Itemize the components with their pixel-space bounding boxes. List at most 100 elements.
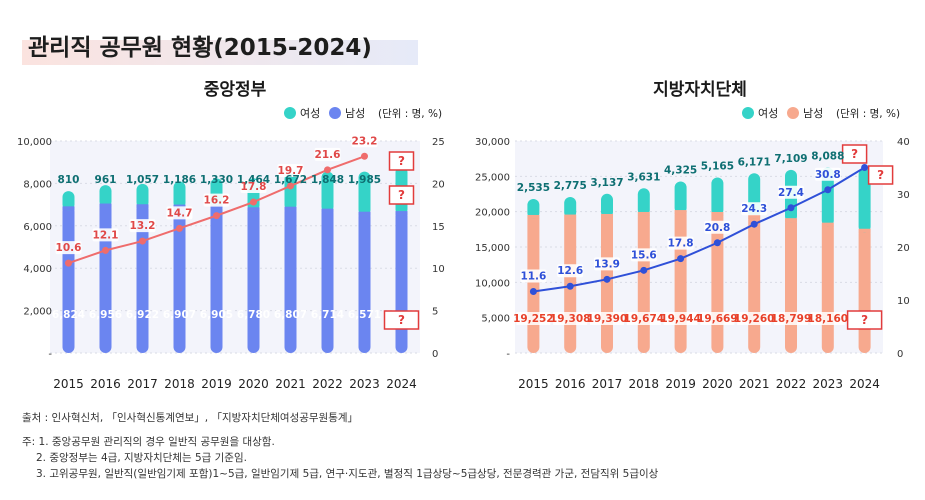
legend-marker-female xyxy=(742,107,754,119)
ratio-point xyxy=(640,266,648,274)
ratio-line xyxy=(533,166,866,293)
note-line-1: 주: 1. 중앙공무원 관리직의 경우 일반직 공무원을 대상함. xyxy=(22,436,275,448)
ratio-value-label: 23.2 xyxy=(352,135,378,147)
ratio-point xyxy=(861,164,869,171)
right-axis-tick-label: 20 xyxy=(897,243,910,254)
male-label-bg xyxy=(663,312,698,325)
ratio-point xyxy=(361,152,368,160)
x-axis-tick-label: 2019 xyxy=(201,377,232,391)
ratio-label-bg xyxy=(667,236,694,250)
source-note: 출처 : 인사혁신처, 「인사혁신통계연보」, 「지방자치단체여성공무원통계」 xyxy=(22,412,359,424)
left-axis-tick-label: - xyxy=(48,349,52,360)
bar-join xyxy=(99,203,112,208)
ratio-point xyxy=(824,186,832,194)
female-value-label: 6,171 xyxy=(738,156,771,168)
ratio-point xyxy=(176,224,183,232)
legend-marker-male xyxy=(329,107,341,119)
ratio-value-label: 17.8 xyxy=(668,238,694,250)
x-axis-tick-label: 2017 xyxy=(592,377,623,391)
ratio-label-bg xyxy=(203,193,230,207)
ratio-label-bg xyxy=(314,147,341,161)
ratio-point xyxy=(603,275,611,283)
female-value-label: 7,109 xyxy=(774,153,807,165)
unknown-value-label: ? xyxy=(398,188,405,202)
bar-join xyxy=(711,212,724,217)
right-axis-tick-label: 40 xyxy=(897,137,910,148)
ratio-label-bg xyxy=(240,180,267,194)
bar-female xyxy=(821,167,834,227)
left-axis-tick-label: 4,000 xyxy=(23,264,52,275)
x-axis-tick-label: 2019 xyxy=(665,377,696,391)
ratio-value-label: 13.2 xyxy=(130,220,156,232)
unknown-value-box xyxy=(841,144,868,164)
ratio-label-bg xyxy=(594,257,620,271)
chart-title: 지방자치단체 xyxy=(653,80,747,100)
male-label-bg xyxy=(700,312,735,325)
male-label-bg xyxy=(774,312,808,325)
left-axis-tick-label: 8,000 xyxy=(23,179,52,190)
ratio-point xyxy=(677,255,685,263)
left-axis-tick-label: - xyxy=(506,349,510,360)
legend-label-male: 남성 xyxy=(345,107,365,120)
male-label-bg xyxy=(810,312,845,325)
legend-label-female: 여성 xyxy=(300,107,320,120)
male-label-bg xyxy=(553,312,588,325)
bar-female xyxy=(62,191,75,211)
unknown-value-box xyxy=(383,310,420,330)
bar-join xyxy=(62,206,75,211)
right-axis-tick-label: 0 xyxy=(897,349,903,360)
female-value-label: 2,535 xyxy=(517,182,550,194)
ratio-label-bg xyxy=(351,134,378,148)
female-value-label: 4,325 xyxy=(664,164,697,176)
chart-title: 중앙정부 xyxy=(204,80,267,100)
page-title: 관리직 공무원 현황(2015-2024) xyxy=(28,35,372,61)
ratio-value-label: 17.8 xyxy=(241,181,267,193)
female-value-label: 1,186 xyxy=(163,174,196,186)
bar-female xyxy=(858,168,871,233)
ratio-label-bg xyxy=(277,163,304,177)
right-axis-tick-label: 15 xyxy=(432,222,445,233)
ratio-value-label: 13.9 xyxy=(594,258,620,270)
female-value-label: 1,848 xyxy=(311,174,344,186)
ratio-value-label: 12.6 xyxy=(557,265,583,277)
male-value-label: 19,260 xyxy=(734,313,775,325)
bar-male xyxy=(601,212,613,353)
x-axis-tick-label: 2024 xyxy=(849,377,880,391)
plot-background xyxy=(50,141,420,353)
left-axis-tick-label: 30,000 xyxy=(475,137,510,148)
bar-female xyxy=(601,193,613,218)
bar-join xyxy=(358,211,371,216)
ratio-point xyxy=(65,259,72,267)
unknown-value-label: ? xyxy=(877,168,884,182)
note-line-2: 2. 중앙정부는 4급, 지방자치단체는 5급 기준임. xyxy=(36,452,247,464)
bar-join xyxy=(284,206,297,211)
x-axis-tick-label: 2017 xyxy=(127,377,158,391)
bar-male xyxy=(99,202,112,353)
ratio-label-bg xyxy=(520,269,547,283)
female-value-label: 1,464 xyxy=(237,174,270,186)
ratio-label-bg xyxy=(814,167,841,181)
bar-male xyxy=(785,217,797,353)
right-axis-tick-label: 30 xyxy=(897,190,910,201)
bar-male xyxy=(210,203,223,353)
ratio-value-label: 19.7 xyxy=(278,165,304,177)
bar-female xyxy=(321,171,334,213)
male-value-label: 19,308 xyxy=(550,313,591,325)
bar-join xyxy=(136,204,149,209)
unknown-value-box xyxy=(846,310,883,330)
right-axis-tick-label: 0 xyxy=(432,349,438,360)
bar-female xyxy=(564,196,577,219)
female-value-label: 1,985 xyxy=(348,174,381,186)
bar-female xyxy=(99,185,112,208)
ratio-label-bg xyxy=(557,264,584,278)
male-value-label: 18,799 xyxy=(771,313,812,325)
female-value-label: 961 xyxy=(95,174,117,186)
female-value-label: 1,672 xyxy=(274,174,307,186)
bar-join xyxy=(785,218,797,223)
male-value-label: 6,807 xyxy=(274,309,307,321)
legend-label-male: 남성 xyxy=(803,107,823,120)
bar-female xyxy=(637,188,650,216)
x-axis-tick-label: 2022 xyxy=(312,377,343,391)
bar-join xyxy=(601,213,613,218)
bar-male xyxy=(674,209,687,353)
